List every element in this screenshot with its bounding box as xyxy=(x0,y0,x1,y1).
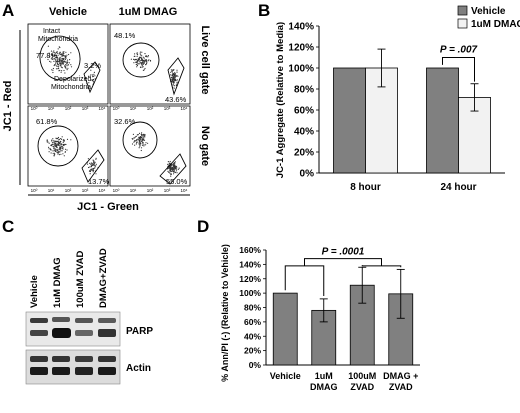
chart-d-ytick-label: 40% xyxy=(244,331,261,341)
chart-b-bar xyxy=(426,67,459,174)
chart-b-pvalue: P = .007 xyxy=(440,45,478,56)
flow-tick-label: 10² xyxy=(65,188,72,193)
chart-b-ytick-label: 100% xyxy=(288,64,314,75)
flow-col-label-dmag: 1uM DMAG xyxy=(119,6,178,18)
legend-label-dmag: 1uM DMAG xyxy=(471,19,520,30)
chart-b-category-label: 24 hour xyxy=(440,182,476,193)
flow-tick-label: 10¹ xyxy=(48,106,55,111)
chart-d-bracket-left xyxy=(284,265,325,296)
chart-d-ytick-label: 140% xyxy=(239,259,261,269)
flow-col-label-vehicle: Vehicle xyxy=(49,6,87,18)
flow-pct-dmag-nogate-depol: 55.0% xyxy=(166,177,188,186)
chart-d-bracket-top xyxy=(304,258,382,266)
flow-tick-label: 10⁴ xyxy=(181,188,188,193)
panel-d-letter: D xyxy=(197,217,209,236)
chart-b-ytick-label: 120% xyxy=(288,43,314,54)
flow-tick-labels: 10⁰ 10¹ 10² 10³ 10⁴ 10⁰ 10¹ 10² 10³ 10⁴ 10⁰ 10¹ 10² 1… xyxy=(31,106,188,193)
legend-swatch-dmag xyxy=(457,18,468,29)
chart-d-category-label: DMAG + ZVAD xyxy=(383,371,418,392)
flow-tick-label: 10¹ xyxy=(130,188,137,193)
chart-d-ylabel: % Ann/PI (-) (Relative to Vehicle) xyxy=(220,244,230,382)
flow-tick-label: 10² xyxy=(147,106,154,111)
flow-tick-label: 10² xyxy=(147,188,154,193)
lane-label-dmag-zvad: DMAG+ZVAD xyxy=(98,248,109,308)
blot-label-actin: Actin xyxy=(126,363,151,374)
flow-tick-label: 10⁴ xyxy=(181,106,188,111)
chart-d-ytick-label: 160% xyxy=(239,245,261,255)
flow-tick-label: 10¹ xyxy=(48,188,55,193)
chart-d-ytick-label: 0% xyxy=(249,360,262,370)
chart-d-ytick-label: 80% xyxy=(244,303,261,313)
lane-label-zvad: 100uM ZVAD xyxy=(75,250,86,308)
flow-tick-label: 10⁰ xyxy=(31,106,38,111)
chart-d-category-label: 100uM ZVAD xyxy=(348,371,376,392)
panel-a-letter: A xyxy=(2,1,14,20)
flow-pct-dmag-nogate-intact: 32.6% xyxy=(114,117,136,126)
flow-pct-dmag-live-depol: 43.6% xyxy=(165,95,187,104)
flow-pct-vehicle-nogate-intact: 61.8% xyxy=(36,117,58,126)
flow-tick-label: 10³ xyxy=(82,188,89,193)
flow-row-label-live-gate: Live cell gate xyxy=(199,25,211,94)
chart-d-category-label: 1uM DMAG xyxy=(310,371,338,392)
legend-label-vehicle: Vehicle xyxy=(471,6,506,17)
flow-y-axis-label: JC1 - Red xyxy=(2,81,14,132)
flow-tick-label: 10³ xyxy=(82,106,89,111)
chart-d-ytick-label: 20% xyxy=(244,346,261,356)
chart-b-ytick-label: 60% xyxy=(294,106,314,117)
chart-b-ytick-label: 0% xyxy=(300,169,315,180)
chart-d-bar xyxy=(272,292,298,366)
flow-pct-dmag-live-intact: 48.1% xyxy=(114,31,136,40)
flow-x-axis-label: JC1 - Green xyxy=(77,201,139,213)
chart-d-category-label: Vehicle xyxy=(270,371,301,381)
lane-label-dmag: 1uM DMAG xyxy=(52,257,63,308)
chart-d-bracket-right xyxy=(361,265,402,268)
flow-tick-label: 10¹ xyxy=(130,106,137,111)
chart-b-significance-bracket xyxy=(442,57,475,82)
flow-tick-label: 10⁴ xyxy=(99,106,106,111)
flow-depol-label: Depolarized Mitochondria xyxy=(51,76,91,91)
chart-b-ytick-label: 40% xyxy=(294,127,314,138)
flow-tick-label: 10⁰ xyxy=(113,188,120,193)
lane-label-vehicle: Vehicle xyxy=(29,275,40,308)
chart-d: 0% 20% 40% 60% 80% 100% 120% 140% 160% Vehicle 1uM… xyxy=(239,245,420,392)
chart-d-pvalue: P = .0001 xyxy=(322,247,365,258)
flow-pct-vehicle-live-intact: 77.8% xyxy=(36,51,58,60)
western-blot-actin xyxy=(25,349,121,385)
flow-tick-label: 10⁰ xyxy=(113,106,120,111)
blot-label-parp: PARP xyxy=(126,326,153,337)
western-blot-parp xyxy=(25,311,121,347)
flow-intact-label: Intact Mitochondria xyxy=(38,28,78,43)
chart-b-ytick-label: 80% xyxy=(294,85,314,96)
flow-tick-label: 10³ xyxy=(164,188,171,193)
flow-tick-label: 10² xyxy=(65,106,72,111)
panel-c-letter: C xyxy=(2,217,14,236)
chart-d-ytick-label: 60% xyxy=(244,317,261,327)
flow-scatter-dots xyxy=(46,45,180,177)
flow-pct-vehicle-live-depol: 3.2% xyxy=(84,61,101,70)
chart-d-ytick-label: 120% xyxy=(239,274,261,284)
legend-swatch-vehicle xyxy=(457,5,468,16)
chart-b-bar xyxy=(333,67,366,174)
flow-tick-label: 10³ xyxy=(164,106,171,111)
chart-d-ytick-label: 100% xyxy=(239,288,261,298)
panel-b-letter: B xyxy=(258,1,270,20)
chart-b-ylabel: JC-1 Aggregate (Relative to Media) xyxy=(275,22,286,178)
flow-row-label-no-gate: No gate xyxy=(199,126,211,166)
chart-b-legend: Vehicle 1uM DMAG xyxy=(457,5,520,30)
chart-b-category-label: 8 hour xyxy=(350,182,381,193)
flow-tick-label: 10⁴ xyxy=(99,188,106,193)
flow-pct-vehicle-nogate-depol: 13.7% xyxy=(88,177,110,186)
chart-b: 0% 20% 40% 60% 80% 100% 120% 140% 8 hour 24 hour P… xyxy=(288,22,505,193)
flow-tick-label: 10⁰ xyxy=(31,188,38,193)
chart-b-ytick-label: 20% xyxy=(294,148,314,159)
chart-b-ytick-label: 140% xyxy=(288,22,314,33)
